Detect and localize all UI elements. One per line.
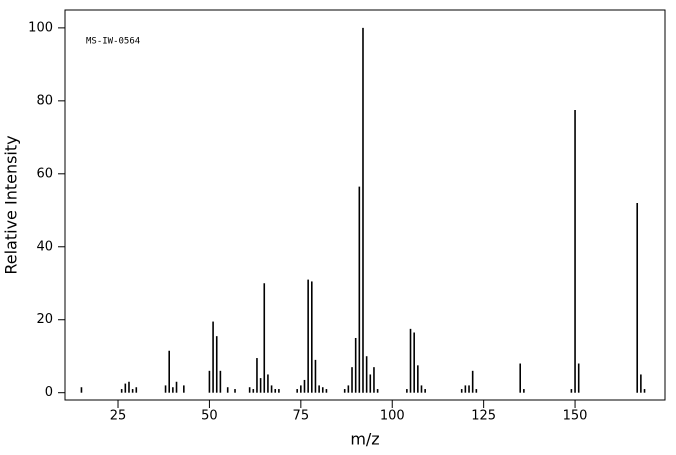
x-tick-label: 100 (380, 409, 405, 424)
y-tick-label: 80 (36, 93, 53, 108)
x-tick-label: 150 (563, 409, 588, 424)
y-tick-label: 20 (36, 312, 53, 327)
plot-frame (64, 9, 666, 401)
x-tick-label: 125 (471, 409, 496, 424)
y-tick-label: 100 (28, 20, 53, 35)
y-tick-label: 60 (36, 166, 53, 181)
x-tick-label: 50 (201, 409, 218, 424)
annotation: MS-IW-0564 (86, 37, 140, 47)
x-tick-label: 75 (293, 409, 310, 424)
x-axis-title: m/z (350, 430, 379, 449)
y-tick-label: 40 (36, 239, 53, 254)
y-axis-title: Relative Intensity (2, 135, 21, 274)
y-tick-label: 0 (45, 385, 53, 400)
x-tick-label: 25 (110, 409, 127, 424)
